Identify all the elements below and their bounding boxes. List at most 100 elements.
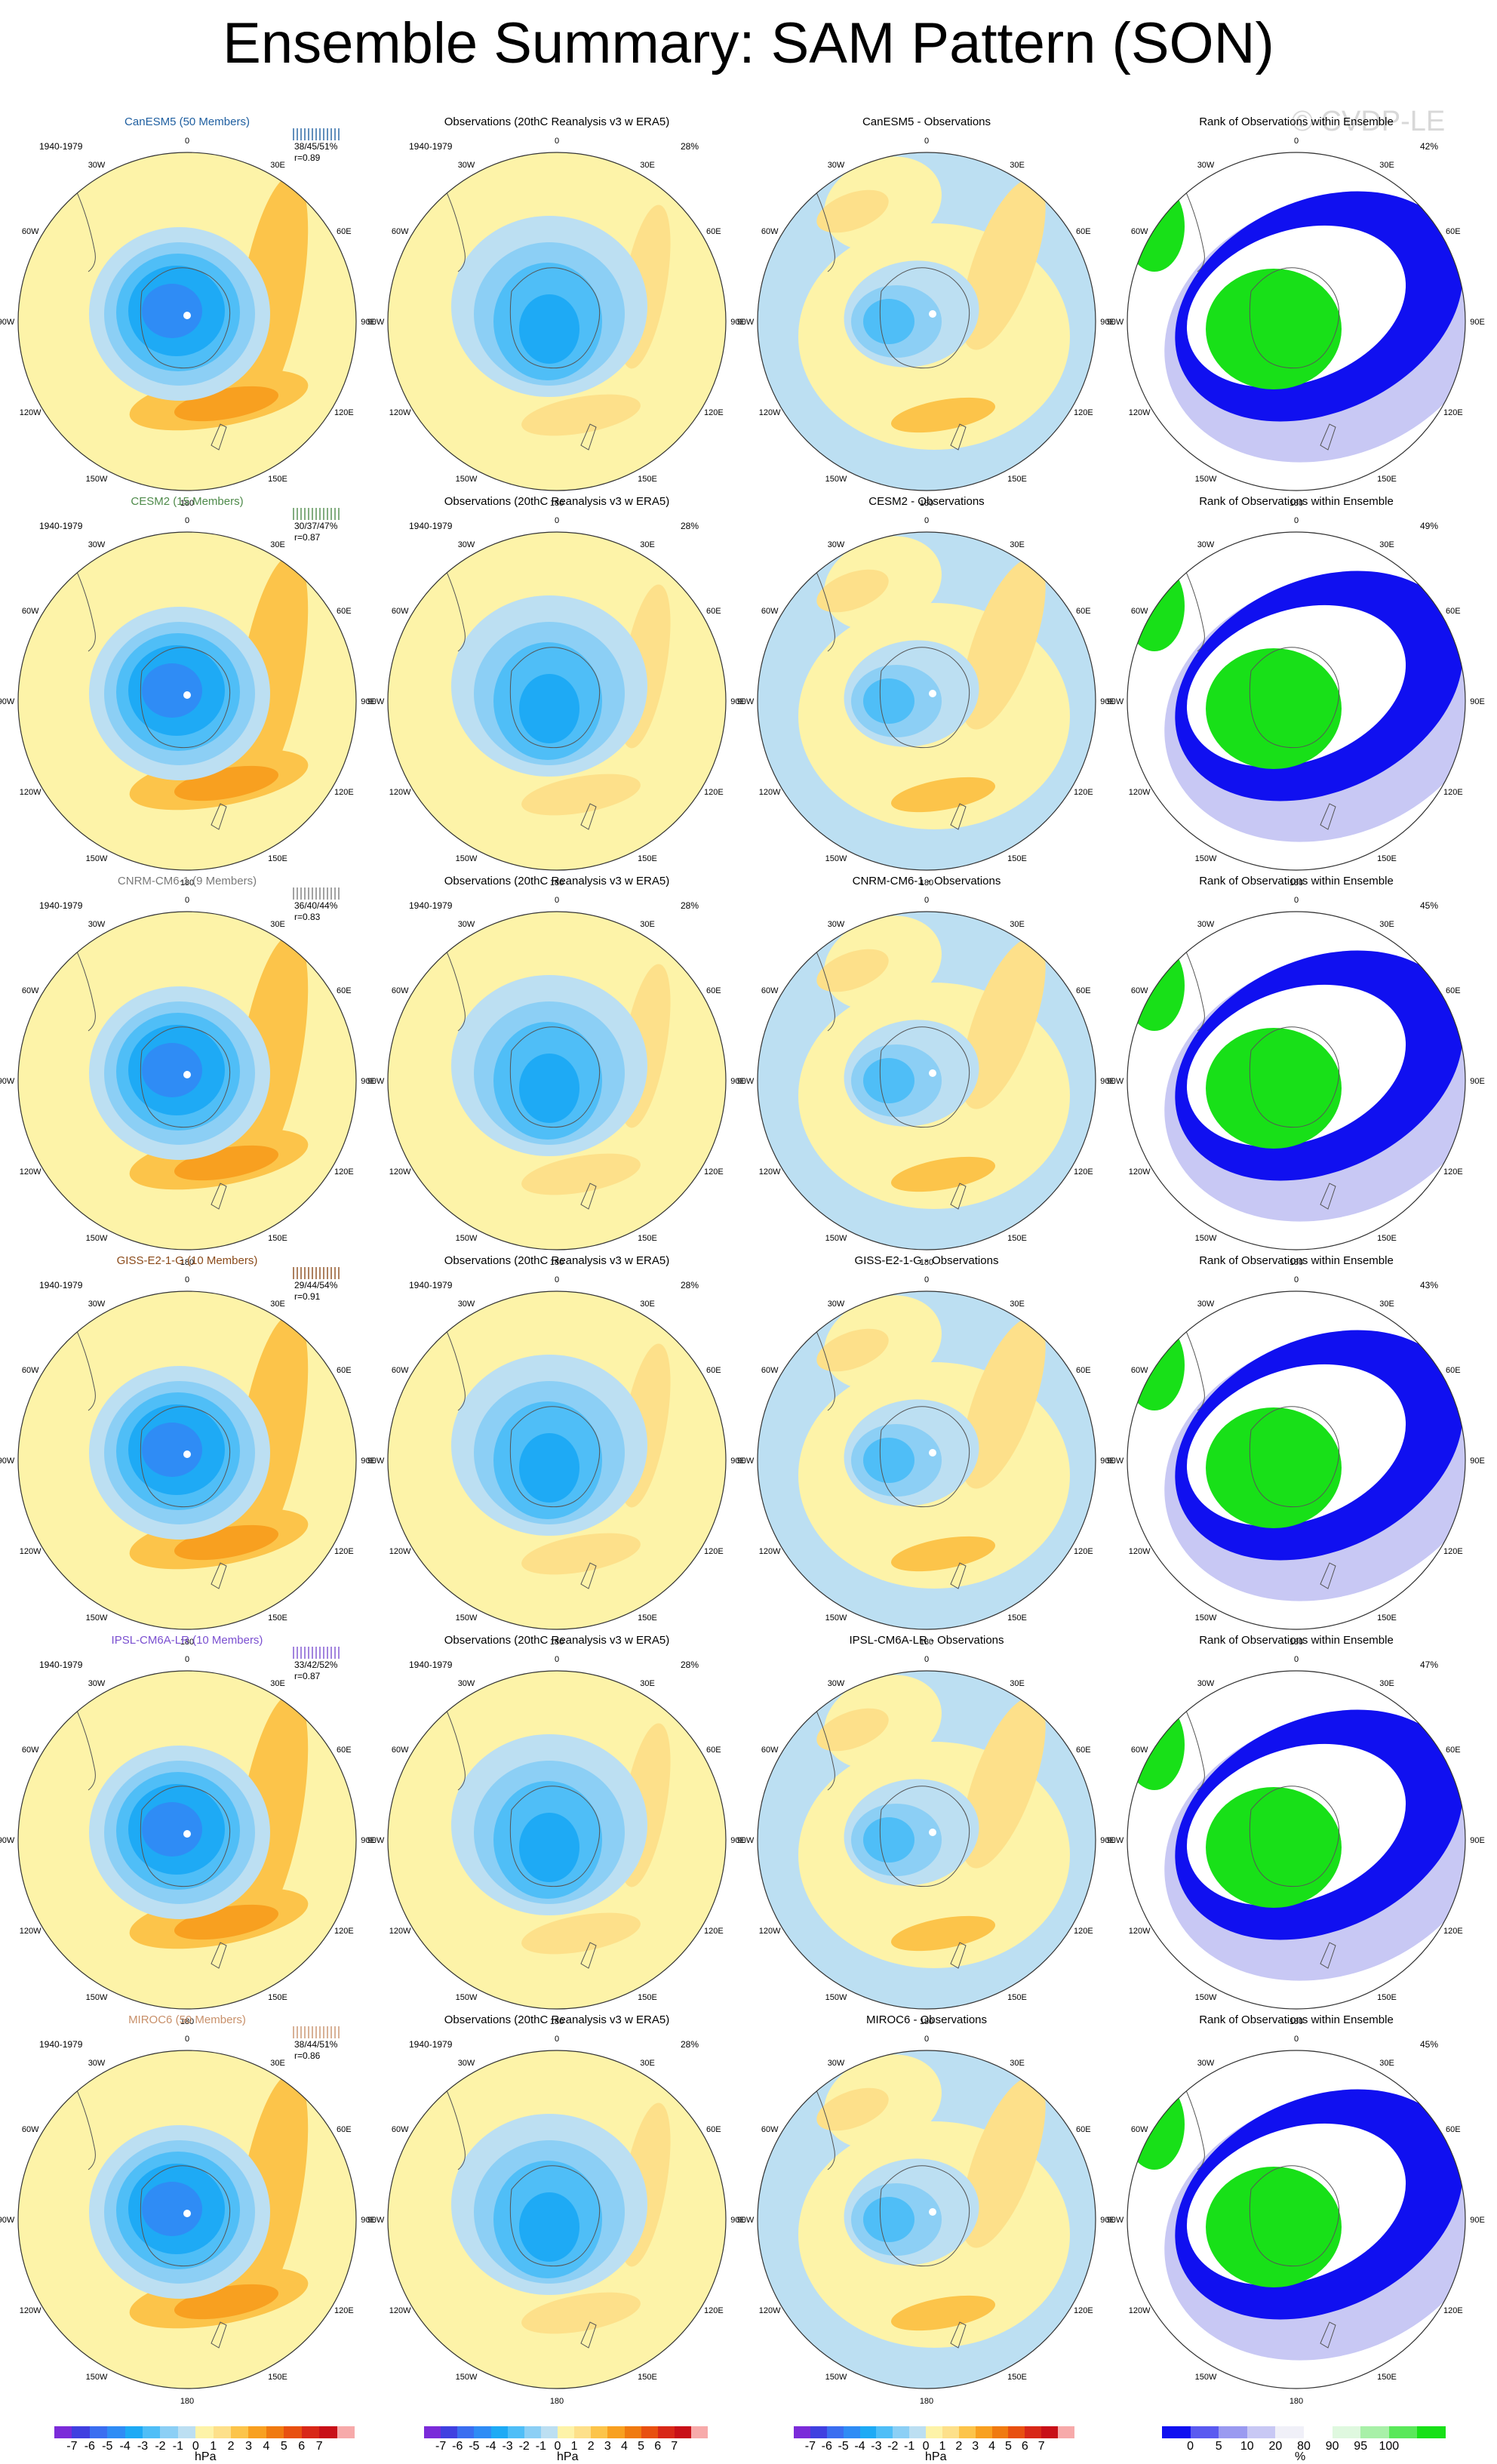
longitude-label: 90E	[361, 697, 376, 706]
longitude-label: 90W	[737, 1077, 755, 1086]
positive-anomaly	[890, 777, 996, 813]
polar-stereographic-map: 0 30E 60E 90E 120E 150E 180 150W 120W 90W 60W 30W	[737, 1655, 1115, 2026]
longitude-label: 180	[550, 878, 564, 887]
antarctica-coastline	[140, 1406, 231, 1508]
pattern-correlation: r=0.83	[294, 912, 321, 922]
longitude-label: 60E	[706, 2125, 721, 2134]
period-label: 1940-1979	[39, 2039, 83, 2050]
colorbar-tick-label: 3	[604, 2440, 611, 2453]
longitude-label: 60E	[337, 986, 352, 995]
south-america-coastline	[810, 180, 835, 272]
negative-anomaly	[519, 1433, 579, 1503]
longitude-label: 120E	[1443, 788, 1463, 797]
antarctica-coastline	[509, 267, 601, 369]
map-field	[758, 532, 1096, 870]
new-zealand-coastline	[1320, 1183, 1336, 1210]
map-border	[17, 2050, 357, 2389]
map-field	[18, 152, 356, 491]
rank-title: Rank of Observations within Ensemble	[1199, 1254, 1394, 1267]
colorbar-obs-unit: hPa	[557, 2450, 579, 2463]
longitude-label: 60W	[392, 2125, 409, 2134]
map-border	[387, 911, 727, 1250]
longitude-label: 180	[920, 2397, 933, 2406]
colorbar-tick-label: 10	[1240, 2440, 1254, 2453]
colorbar-swatch	[926, 2426, 942, 2438]
colorbar-tick-label: -1	[535, 2440, 546, 2453]
longitude-label: 150E	[1007, 475, 1027, 484]
colorbar-swatch	[143, 2426, 161, 2438]
longitude-label: 30E	[1010, 161, 1025, 170]
antarctica-coastline	[879, 2165, 970, 2267]
longitude-label: 180	[550, 1258, 564, 1267]
map-field	[1127, 532, 1465, 870]
polar-stereographic-map: 0 30E 60E 90E 120E 150E 180 150W 120W 90W 60W 30W	[0, 137, 376, 508]
longitude-label: 30W	[88, 2059, 106, 2068]
longitude-label: 150E	[638, 854, 657, 863]
longitude-label: 30W	[1197, 2059, 1215, 2068]
longitude-label: 60E	[337, 1366, 352, 1375]
longitude-label: 120W	[389, 1167, 411, 1177]
panel-rank: 0 30E 60E 90E 120E 150E 180 150W 120W 90W 60W 30W Ra…	[1107, 1252, 1485, 1647]
longitude-label: 30W	[1197, 1300, 1215, 1309]
colorbar-swatch	[1332, 2426, 1361, 2438]
longitude-label: 120W	[20, 1927, 41, 1936]
colorbar-swatch	[474, 2426, 491, 2438]
longitude-label: 150W	[825, 854, 847, 863]
longitude-label: 120W	[759, 1927, 781, 1936]
ensemble-stats: 38/45/51% r=0.89	[294, 141, 337, 164]
positive-anomaly	[521, 1153, 641, 1195]
map-border	[757, 531, 1096, 871]
rank-high	[1206, 1407, 1342, 1528]
longitude-label: 90W	[1107, 318, 1124, 327]
longitude-label: 120W	[389, 1927, 411, 1936]
longitude-label: 30W	[1197, 1679, 1215, 1688]
longitude-label: 60E	[706, 986, 721, 995]
pattern-correlation: r=0.86	[294, 2050, 321, 2061]
map-border	[387, 1670, 727, 2010]
longitude-label: 60E	[706, 607, 721, 616]
period-label: 1940-1979	[39, 521, 83, 531]
panel-diff: 0 30E 60E 90E 120E 150E 180 150W 120W 90W 60W 30W MI…	[737, 2011, 1115, 2406]
longitude-label: 120W	[759, 1167, 781, 1177]
colorbar-model-labels: -7 -6 -5 -4 -3 -2 -1 0 1 2 3 4 5 6 7	[54, 2440, 355, 2453]
longitude-label: 90W	[367, 2216, 385, 2225]
diff-title: CNRM-CM6-1 - Observations	[852, 875, 1001, 887]
colorbar-tick-label: -3	[502, 2440, 513, 2453]
colorbar-swatch	[1219, 2426, 1247, 2438]
ensemble-stats: 36/40/44% r=0.83	[294, 900, 337, 923]
longitude-label: 150W	[86, 1613, 108, 1623]
panel-model: 0 30E 60E 90E 120E 150E 180 150W 120W 90W 60W 30W CN…	[0, 872, 376, 1267]
panel-rank: 0 30E 60E 90E 120E 150E 180 150W 120W 90W 60W 30W Ra…	[1107, 2011, 1485, 2406]
pattern-correlation: r=0.87	[294, 532, 321, 543]
ensemble-spread-ticks-icon	[293, 508, 341, 520]
longitude-label: 120E	[1074, 788, 1093, 797]
positive-anomaly	[961, 1696, 1046, 1869]
longitude-label: 180	[180, 1258, 194, 1267]
longitude-label: 0	[1294, 516, 1299, 525]
panel-rank: 0 30E 60E 90E 120E 150E 180 150W 120W 90W 60W 30W Ra…	[1107, 113, 1485, 508]
colorbar-tick-label: 6	[298, 2440, 306, 2453]
longitude-label: 120W	[759, 2306, 781, 2315]
obs-title: Observations (20thC Reanalysis v3 w ERA5…	[444, 2013, 670, 2026]
negative-anomaly	[519, 2192, 579, 2262]
colorbar-tick-label: 7	[1037, 2440, 1045, 2453]
map-border	[757, 911, 1096, 1250]
new-zealand-coastline	[580, 1562, 597, 1589]
map-border	[17, 531, 357, 871]
panel-diff: 0 30E 60E 90E 120E 150E 180 150W 120W 90W 60W 30W GI…	[737, 1252, 1115, 1647]
longitude-label: 90E	[361, 1836, 376, 1845]
longitude-label: 150W	[1195, 1993, 1217, 2002]
longitude-label: 60E	[1446, 227, 1461, 236]
panel-obs: 0 30E 60E 90E 120E 150E 180 150W 120W 90W 60W 30W Ob…	[367, 493, 745, 887]
new-zealand-coastline	[211, 1183, 227, 1210]
longitude-label: 180	[180, 1638, 194, 1647]
antarctica-coastline	[879, 1026, 970, 1128]
colorbar-swatch	[301, 2426, 320, 2438]
polar-stereographic-map: 0 30E 60E 90E 120E 150E 180 150W 120W 90W 60W 30W	[367, 1275, 745, 1647]
polar-stereographic-map: 0 30E 60E 90E 120E 150E 180 150W 120W 90W 60W 30W	[737, 137, 1115, 508]
positive-anomaly	[521, 1533, 641, 1575]
map-field	[1127, 912, 1465, 1250]
colorbar-swatch	[524, 2426, 541, 2438]
colorbar-model-unit: hPa	[195, 2450, 217, 2463]
rank-high	[1127, 561, 1185, 651]
